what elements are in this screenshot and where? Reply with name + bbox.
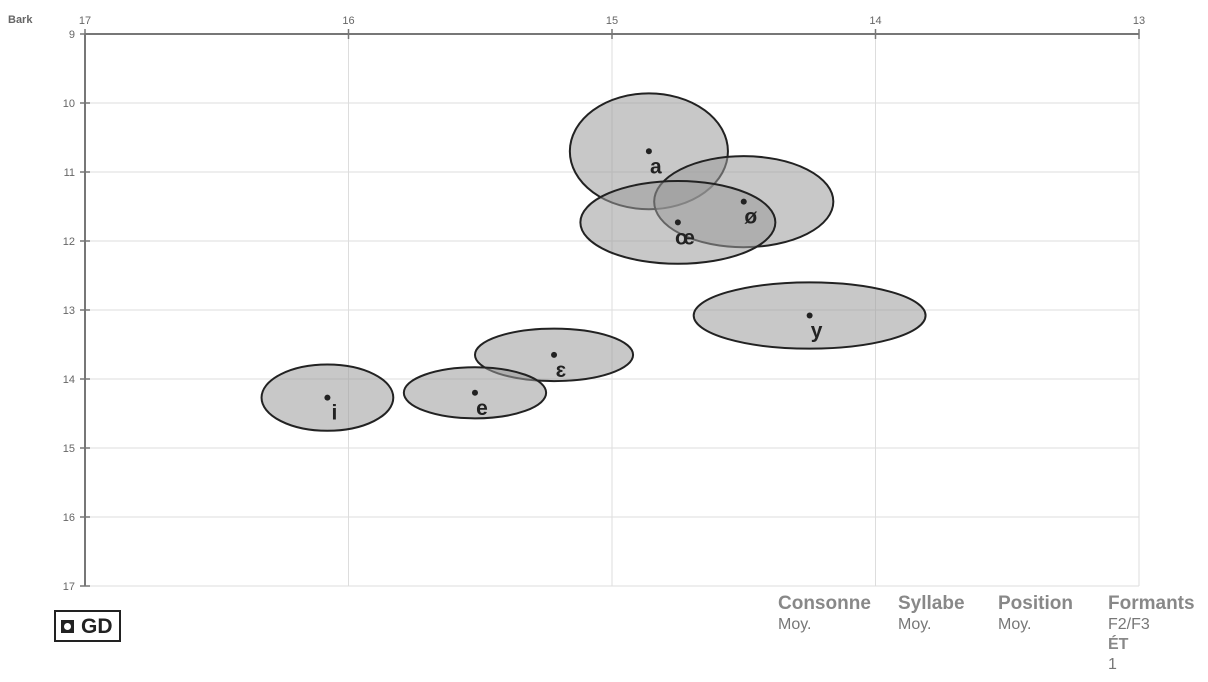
x-tick-label: 17 bbox=[79, 15, 91, 27]
y-tick-label: 16 bbox=[63, 512, 75, 524]
info-position: Position Moy. bbox=[998, 592, 1073, 635]
point-ø bbox=[740, 198, 747, 205]
y-tick-label: 15 bbox=[63, 443, 75, 455]
unit-label: Bark bbox=[8, 14, 33, 26]
info-value-consonne: Moy. bbox=[778, 616, 812, 633]
legend-swatch-icon bbox=[61, 619, 74, 633]
point-œ bbox=[674, 219, 681, 226]
info-head-formants: Formants bbox=[1108, 593, 1195, 614]
x-tick-label: 14 bbox=[869, 15, 881, 27]
point-label-ɛ: ɛ bbox=[556, 359, 566, 382]
y-tick-label: 9 bbox=[69, 29, 75, 41]
y-tick-label: 11 bbox=[64, 167, 75, 179]
info-subvalue-et: 1 bbox=[1108, 656, 1117, 673]
y-tick-label: 17 bbox=[63, 581, 75, 593]
info-head-consonne: Consonne bbox=[778, 593, 871, 614]
info-consonne: Consonne Moy. bbox=[778, 592, 871, 635]
info-head-position: Position bbox=[998, 593, 1073, 614]
legend-label: GD bbox=[81, 614, 113, 638]
point-label-y: y bbox=[811, 320, 823, 343]
point-label-e: e bbox=[476, 397, 488, 420]
point-ɛ bbox=[551, 351, 558, 358]
point-label-i: i bbox=[331, 402, 337, 425]
info-subhead-et: ÉT bbox=[1108, 636, 1129, 653]
y-tick-label: 14 bbox=[63, 374, 75, 386]
info-head-syllabe: Syllabe bbox=[898, 593, 965, 614]
info-value-syllabe: Moy. bbox=[898, 616, 932, 633]
formant-chart: a ø œ y ɛ e i 17 16 15 14 13 9 10 11 12 13 14 15 16 17 Bark bbox=[8, 14, 1145, 593]
x-tick-label: 16 bbox=[342, 15, 354, 27]
point-a bbox=[645, 148, 652, 155]
y-tick-label: 13 bbox=[63, 305, 75, 317]
x-tick-label: 13 bbox=[1133, 15, 1145, 27]
point-label-a: a bbox=[650, 155, 662, 178]
info-value-position: Moy. bbox=[998, 616, 1032, 633]
legend-gd[interactable]: GD bbox=[54, 610, 121, 642]
info-formants: Formants F2/F3 ÉT 1 bbox=[1108, 592, 1195, 675]
info-syllabe: Syllabe Moy. bbox=[898, 592, 965, 635]
y-tick-label: 12 bbox=[63, 236, 75, 248]
point-label-œ: œ bbox=[675, 226, 695, 249]
point-y bbox=[806, 312, 813, 319]
info-value-formants: F2/F3 bbox=[1108, 616, 1150, 633]
y-tick-label: 10 bbox=[63, 98, 75, 110]
point-label-ø: ø bbox=[744, 206, 757, 229]
point-e bbox=[471, 389, 478, 396]
point-i bbox=[324, 394, 331, 401]
x-tick-label: 15 bbox=[606, 15, 618, 27]
